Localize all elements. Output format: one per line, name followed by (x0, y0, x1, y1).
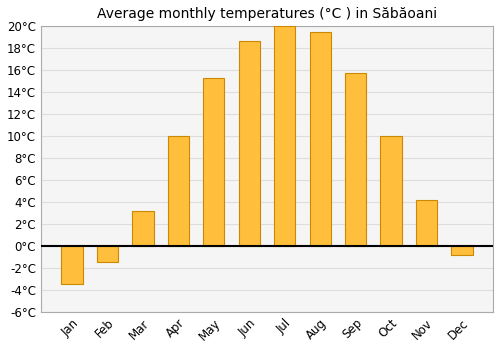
Bar (451, 246, 472, 255)
Bar (168, 136, 189, 246)
Title: Average monthly temperatures (°C ) in Săbăoani: Average monthly temperatures (°C ) in Să… (97, 7, 437, 21)
Bar (203, 78, 224, 246)
Bar (274, 26, 295, 246)
Bar (310, 32, 331, 246)
Bar (97, 246, 118, 262)
Bar (416, 200, 437, 246)
Bar (238, 41, 260, 246)
Bar (132, 211, 154, 246)
Bar (62, 246, 82, 284)
Bar (345, 74, 366, 246)
Bar (380, 136, 402, 246)
